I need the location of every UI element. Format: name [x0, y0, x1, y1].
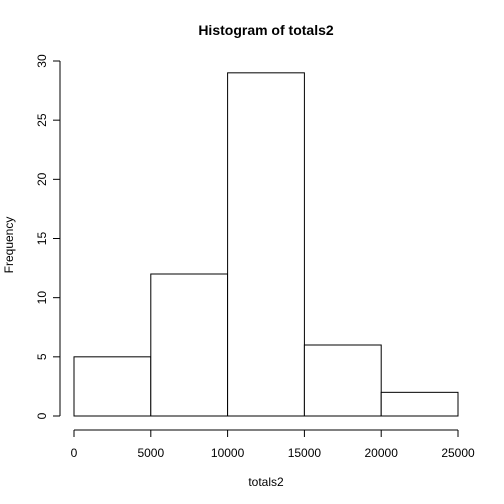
y-axis-label: Frequency: [2, 217, 16, 274]
y-tick-label: 10: [35, 291, 49, 305]
x-tick-label: 20000: [365, 446, 399, 460]
x-tick-label: 25000: [441, 446, 475, 460]
x-tick-label: 0: [71, 446, 78, 460]
x-tick-label: 5000: [137, 446, 164, 460]
histogram-bar-4: [303, 344, 382, 417]
histogram-bar-2: [150, 273, 229, 417]
x-axis-label: totals2: [248, 475, 284, 489]
y-tick-label: 20: [35, 172, 49, 186]
y-axis: 0 5 10 15 20 25 30: [35, 54, 61, 419]
chart-title: Histogram of totals2: [198, 22, 334, 38]
histogram-bar-3: [227, 72, 305, 417]
bars-group: [73, 72, 459, 417]
x-tick-label: 10000: [211, 446, 245, 460]
histogram-bar-1: [73, 356, 152, 417]
histogram-bar-5: [380, 391, 459, 417]
y-tick-label: 15: [35, 232, 49, 246]
y-tick-label: 5: [35, 353, 49, 360]
x-axis: 0 5000 10000 15000 20000 25000: [71, 429, 475, 460]
y-tick-label: 30: [35, 54, 49, 68]
x-tick-label: 15000: [288, 446, 322, 460]
y-tick-label: 0: [35, 412, 49, 419]
y-tick-label: 25: [35, 113, 49, 127]
